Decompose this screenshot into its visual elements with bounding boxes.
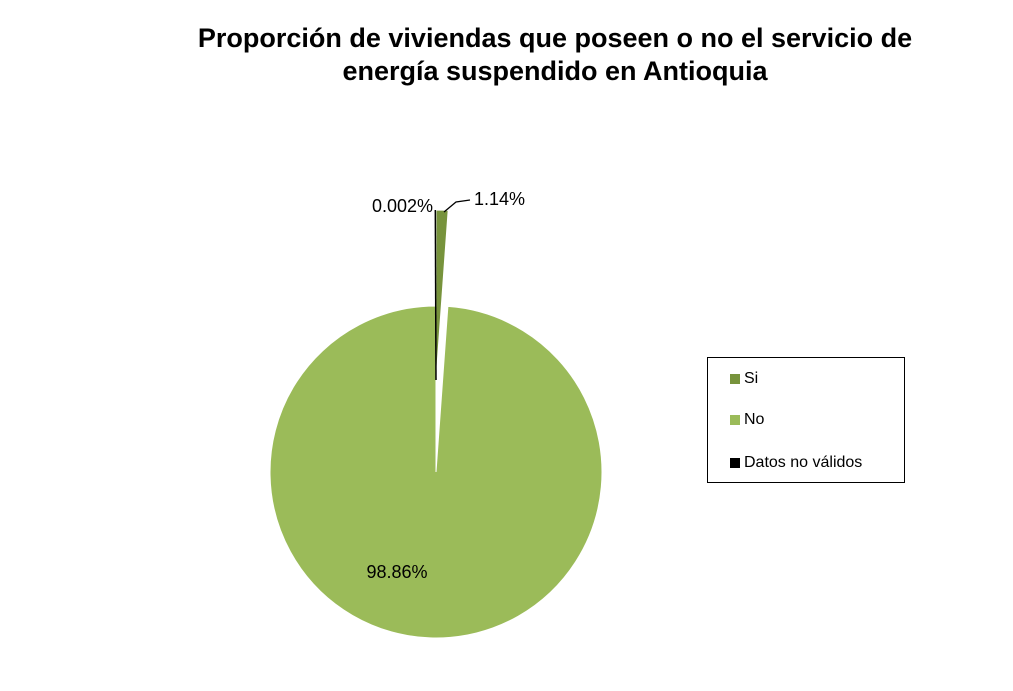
legend-swatch-datos-no-validos [730,458,740,468]
data-label-datos-no-validos: 0.002% [372,196,433,216]
pie-labels-group: 1.14% 0.002% 98.86% [366,189,525,582]
legend-label-no: No [744,411,765,428]
data-label-si: 1.14% [474,189,525,209]
legend-swatch-no [730,415,740,425]
chart-title-line-1: Proporción de viviendas que poseen o no … [197,23,913,53]
legend: Si No Datos no válidos [707,357,905,483]
legend-item-no: No [730,410,764,430]
legend-label-si: Si [744,370,759,387]
legend-item-datos-no-validos: Datos no válidos [730,453,862,473]
chart-title-line-2: energía suspendido en Antioquia [342,56,768,86]
legend-swatch-si [730,374,740,384]
pie-main-group [269,305,603,639]
data-label-no: 98.86% [366,562,427,582]
leader-line-si [443,199,471,213]
chart-title: Proporción de viviendas que poseen o no … [120,22,990,88]
pie-exploded-group [434,209,449,381]
legend-label-datos-no-validos: Datos no válidos [744,454,863,471]
pie-slice-no [269,305,603,639]
pie-slice-datos-no-validos [434,209,437,381]
legend-item-si: Si [730,369,758,389]
